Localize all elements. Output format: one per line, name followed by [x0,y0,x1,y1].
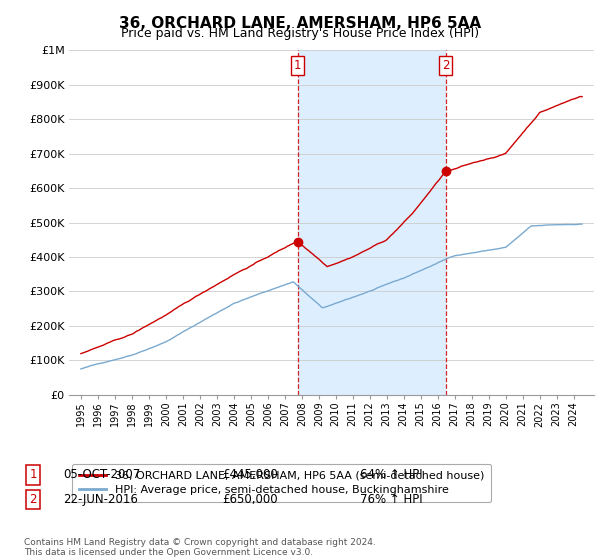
Text: £650,000: £650,000 [222,493,278,506]
Text: 64% ↑ HPI: 64% ↑ HPI [360,468,422,482]
Text: 05-OCT-2007: 05-OCT-2007 [63,468,140,482]
Text: 76% ↑ HPI: 76% ↑ HPI [360,493,422,506]
Text: £445,000: £445,000 [222,468,278,482]
Text: 22-JUN-2016: 22-JUN-2016 [63,493,138,506]
Text: Price paid vs. HM Land Registry's House Price Index (HPI): Price paid vs. HM Land Registry's House … [121,27,479,40]
Legend: 36, ORCHARD LANE, AMERSHAM, HP6 5AA (semi-detached house), HPI: Average price, s: 36, ORCHARD LANE, AMERSHAM, HP6 5AA (sem… [72,464,491,502]
Text: 1: 1 [29,468,37,482]
Text: 2: 2 [442,59,449,72]
Text: 36, ORCHARD LANE, AMERSHAM, HP6 5AA: 36, ORCHARD LANE, AMERSHAM, HP6 5AA [119,16,481,31]
Bar [298,50,446,395]
Text: 1: 1 [294,59,301,72]
Text: 2: 2 [29,493,37,506]
Text: Contains HM Land Registry data © Crown copyright and database right 2024.
This d: Contains HM Land Registry data © Crown c… [24,538,376,557]
